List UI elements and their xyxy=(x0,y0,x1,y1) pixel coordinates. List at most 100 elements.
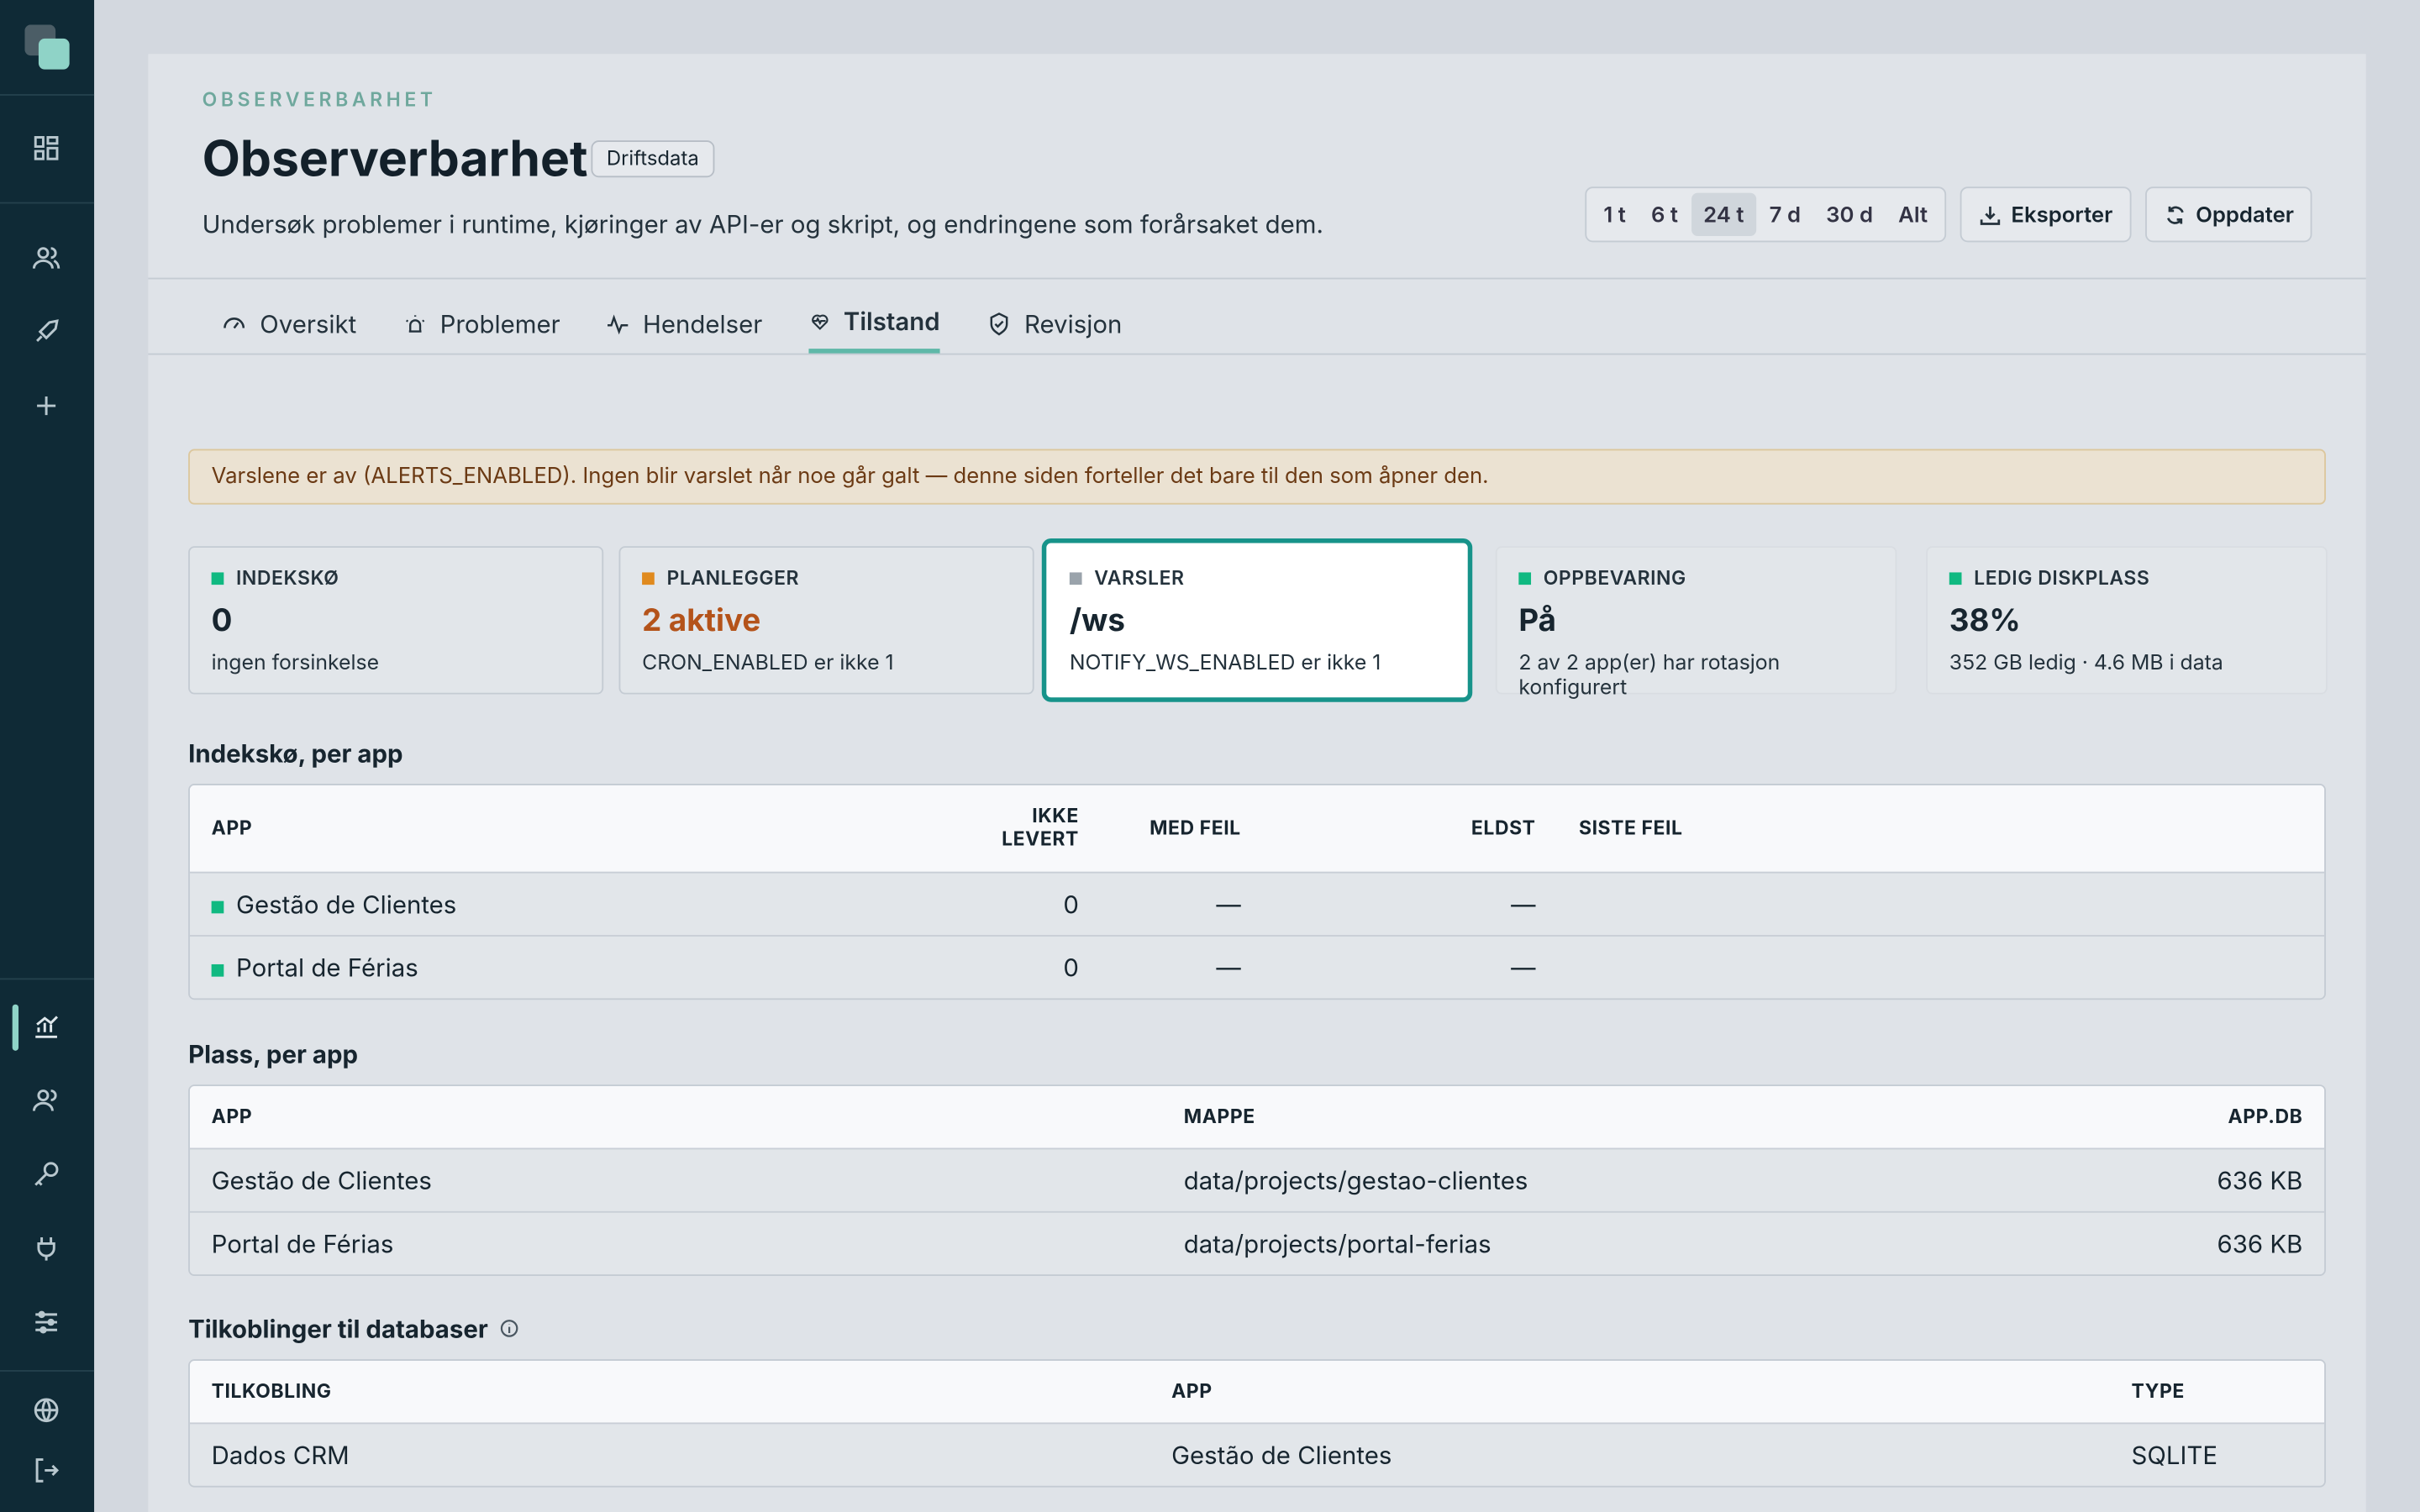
tab-icon xyxy=(812,314,829,330)
nav-logout[interactable] xyxy=(31,1455,62,1486)
tab-icon xyxy=(405,314,425,332)
time-range-group: 1 t 6 t 24 t 7 d 30 d Alt xyxy=(1585,186,1947,243)
status-dot xyxy=(1518,572,1532,585)
card-label-row: PLANLEGGER xyxy=(642,568,1011,591)
card-detail: 2 av 2 app(er) har rotasjon konfigurert xyxy=(1518,651,1781,701)
table: APP MAPPE APP.DB Gestão de Clientes data/pro… xyxy=(188,1084,2326,1276)
cell-text: Gestão de Clientes xyxy=(1171,1439,1392,1471)
column-header: IKKE LEVERT xyxy=(1002,805,1079,852)
tab[interactable]: Revisjon xyxy=(986,293,1122,354)
card-label: VARSLER xyxy=(1094,567,1185,591)
cell-text: — xyxy=(1511,888,1536,920)
active-indicator xyxy=(12,1004,19,1051)
time-range-option[interactable]: 7 d xyxy=(1769,201,1802,228)
table-cell: — xyxy=(1101,952,1263,983)
logo xyxy=(24,24,70,70)
cell-text: 636 KB xyxy=(2217,1164,2303,1196)
status-dot xyxy=(1069,572,1082,585)
status-card[interactable]: LEDIG DISKPLASS 38% 352 GB ledig · 4.6 MB … xyxy=(1926,546,2328,695)
tab-label: Tilstand xyxy=(843,305,940,337)
nav-plugins[interactable] xyxy=(31,1233,62,1264)
table-cell: — xyxy=(1262,889,1557,920)
status-card[interactable]: PLANLEGGER 2 aktive CRON_ENABLED er ikke 1 xyxy=(618,546,1034,695)
table-cell: SQLITE xyxy=(2110,1440,2324,1471)
eyebrow: OBSERVERBARHET xyxy=(202,89,437,113)
tab[interactable]: Problemer xyxy=(402,293,560,354)
column-header: TILKOBLING xyxy=(211,1379,332,1404)
tab-label: Oversikt xyxy=(260,307,357,339)
sidebar-divider xyxy=(0,978,95,980)
tab[interactable]: Tilstand xyxy=(808,293,940,354)
cell-text: — xyxy=(1216,888,1241,920)
time-range-option[interactable]: 24 t xyxy=(1691,192,1757,237)
table-cell: Gestão de Clientes xyxy=(1150,1440,2109,1471)
sidebar-divider xyxy=(0,1370,95,1372)
card-value: /ws xyxy=(1069,601,1125,639)
table-cell: Portal de Férias xyxy=(190,1228,1162,1259)
section-title: Indekskø, per app xyxy=(188,738,402,769)
card-value: 2 aktive xyxy=(642,601,761,639)
status-card[interactable]: INDEKSKØ 0 ingen forsinkelse xyxy=(188,546,604,695)
time-range-option[interactable]: 30 d xyxy=(1826,201,1874,228)
nav-settings[interactable] xyxy=(31,1307,62,1338)
card-label-row: INDEKSKØ xyxy=(211,568,581,591)
time-range-option[interactable]: 6 t xyxy=(1650,201,1678,228)
nav-team[interactable] xyxy=(31,1084,62,1116)
column-header: SISTE FEIL xyxy=(1578,816,1683,841)
divider xyxy=(148,277,2366,280)
nav-deploy[interactable] xyxy=(31,317,62,348)
nav-observability[interactable] xyxy=(31,1011,62,1042)
card-value: 0 xyxy=(211,601,233,639)
info-icon[interactable] xyxy=(501,1319,519,1337)
nav-keys[interactable] xyxy=(31,1158,62,1189)
table-cell: Portal de Férias xyxy=(190,952,915,983)
status-dot xyxy=(1949,572,1962,585)
time-range-option[interactable]: 1 t xyxy=(1603,201,1626,228)
card-value: 38% xyxy=(1949,601,2021,639)
sidebar xyxy=(0,0,95,1512)
cell-text: Portal de Férias xyxy=(236,952,418,984)
cell-text: 0 xyxy=(1063,888,1079,920)
nav-add[interactable] xyxy=(31,391,62,422)
refresh-button[interactable]: Oppdater xyxy=(2145,186,2312,243)
cell-text: 636 KB xyxy=(2217,1228,2303,1259)
status-dot xyxy=(211,963,224,977)
export-button[interactable]: Eksporter xyxy=(1960,186,2132,243)
card-value: På xyxy=(1518,601,1557,639)
column-header: APP xyxy=(211,1105,253,1129)
status-card[interactable]: VARSLER/ws NOTIFY_WS_ENABLED er ikke 1 xyxy=(1041,538,1473,702)
nav-users[interactable] xyxy=(31,242,62,273)
nav-language[interactable] xyxy=(31,1394,62,1425)
time-range-option[interactable]: Alt xyxy=(1898,201,1928,228)
tab[interactable]: Oversikt xyxy=(221,293,357,354)
cell-text: — xyxy=(1216,952,1241,984)
column-header: TYPE xyxy=(2131,1379,2185,1404)
table-cell: — xyxy=(1101,889,1263,920)
table-cell: Dados CRM xyxy=(190,1440,1150,1471)
status-card[interactable]: OPPBEVARING På 2 av 2 app(er) har rotasjon… xyxy=(1495,546,1897,701)
table-cell: data/projects/portal-ferias xyxy=(1162,1228,1861,1259)
table-row: Dados CRM Gestão de Clientes SQLITE xyxy=(189,1422,2325,1486)
section-title: Plass, per app xyxy=(188,1038,358,1069)
nav-dashboard[interactable] xyxy=(31,133,62,164)
card-detail: 352 GB ledig · 4.6 MB i data xyxy=(1949,651,2223,676)
sidebar-divider xyxy=(0,202,95,204)
cell-text: Gestão de Clientes xyxy=(236,888,457,920)
cell-text: 0 xyxy=(1063,952,1079,984)
page-description: Undersøk problemer i runtime, kjøringer … xyxy=(202,207,1323,239)
cell-text: — xyxy=(1511,952,1536,984)
column-header: APP xyxy=(211,816,253,841)
tab-label: Problemer xyxy=(439,307,560,339)
table-cell: — xyxy=(1262,952,1557,983)
cell-text: data/projects/gestao-clientes xyxy=(1183,1164,1528,1196)
table-row: Portal de Férias data/projects/portal-fer… xyxy=(189,1210,2325,1275)
section-title-text: Plass, per app xyxy=(188,1038,359,1069)
table-cell: 636 KB xyxy=(1861,1228,2324,1259)
table-row: Gestão de Clientes 0 — — xyxy=(189,871,2325,936)
table-cell: 636 KB xyxy=(1861,1165,2324,1196)
tab[interactable]: Hendelser xyxy=(605,293,762,354)
cell-text: Dados CRM xyxy=(211,1439,350,1471)
badge: Driftsdata xyxy=(591,140,715,178)
